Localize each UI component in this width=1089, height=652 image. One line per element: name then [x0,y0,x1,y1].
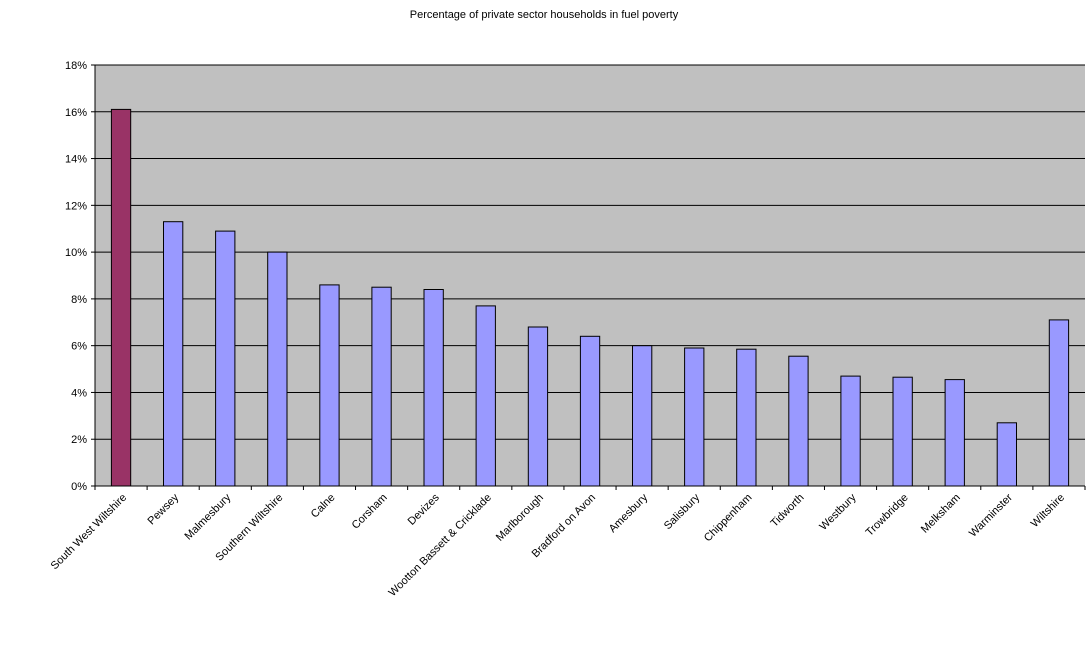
x-category-label: Wiltshire [1029,492,1067,530]
chart-title: Percentage of private sector households … [410,9,679,21]
x-category-label: South West Wiltshire [49,492,130,573]
bars [110,108,1070,487]
bar-south-west-wiltshire [110,108,132,487]
bar-warminster [996,422,1018,487]
x-category-label: Devizes [406,491,443,528]
x-category-label: Trowbridge [864,492,911,539]
bar-salisbury [684,347,705,487]
x-category-label: Marlborough [494,492,546,544]
x-category-label: Westbury [817,491,859,533]
bar-bradford-on-avon [579,335,601,487]
y-tick-label: 6% [71,341,87,353]
x-category-label: Pewsey [146,491,182,527]
x-category-labels: South West Wiltshire Pewsey MalmesburySout… [49,491,1067,599]
y-tick-label: 8% [71,294,87,306]
x-category-label: Warminster [967,491,1015,539]
x-category-label: Tidworth [769,492,807,530]
bar-corsham [371,286,392,487]
x-category-label: Melksham [919,492,963,536]
bar-westbury [840,375,861,487]
bar-wootton-bassett-cricklade [475,305,496,487]
x-category-label: Chippenham [702,492,755,545]
y-tick-label: 10% [65,247,87,259]
x-category-label: Amesbury [607,491,651,535]
x-category-label: Calne [309,492,338,521]
y-tick-label: 14% [65,154,87,166]
bar-marlborough [527,326,549,487]
bar-malmesbury [215,230,236,487]
y-tick-label: 12% [65,200,87,212]
x-category-label: Corsham [350,492,390,532]
y-tick-label: 16% [65,107,87,119]
bar-tidworth [788,355,809,487]
axes [91,64,1086,490]
x-category-label: Salisbury [662,491,703,532]
bar-devizes [423,289,444,487]
y-tick-labels: 0% 2% 4% 6% 8% 10% 12% 14% 16% 18% [65,60,87,493]
bar-southern-wiltshire [267,251,288,487]
x-category-label: Wootton Bassett & Cricklade [387,492,494,599]
bar-trowbridge [892,376,913,487]
y-tick-label: 4% [71,387,87,399]
bar-chippenham [736,348,757,487]
bar-wiltshire [1048,319,1070,487]
bar-pewsey [163,221,184,487]
y-tick-label: 18% [65,60,87,72]
y-tick-label: 2% [71,434,87,446]
x-category-label: Malmesbury [183,491,234,542]
bar-calne [319,284,340,487]
bar-amesbury [632,345,653,487]
bar-melksham [944,379,965,487]
y-tick-label: 0% [71,481,87,493]
